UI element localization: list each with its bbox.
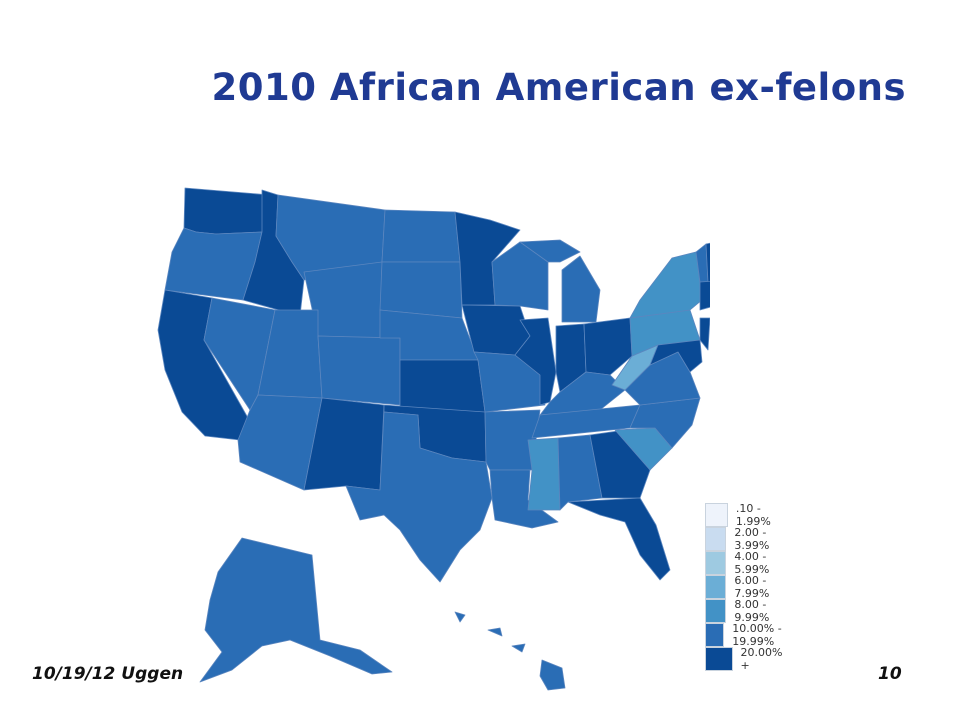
state-illinois xyxy=(514,317,557,406)
state-kansas xyxy=(399,359,486,413)
state-new-york xyxy=(629,251,703,319)
legend-swatch xyxy=(705,599,727,623)
legend-swatch xyxy=(705,527,727,551)
state-texas xyxy=(345,411,493,583)
legend-swatch xyxy=(705,623,725,647)
state-mississippi xyxy=(527,437,561,511)
state-north-dakota xyxy=(381,209,461,263)
state-louisiana xyxy=(489,469,559,529)
state-colorado xyxy=(317,335,401,406)
legend-swatch xyxy=(705,503,728,527)
legend-item: 10.00% - 19.99% xyxy=(705,622,787,648)
state-ohio xyxy=(583,317,633,376)
state-new-jersey xyxy=(699,317,710,351)
legend-item: 8.00 - 9.99% xyxy=(705,598,780,624)
legend-item: 6.00 - 7.99% xyxy=(705,574,780,600)
legend-swatch xyxy=(705,647,733,671)
slide-number: 10 xyxy=(878,664,902,684)
legend-label: 4.00 - 5.99% xyxy=(734,550,770,576)
state-michigan xyxy=(519,239,601,323)
state-alabama xyxy=(557,434,603,511)
legend-item: 2.00 - 3.99% xyxy=(705,526,780,552)
legend-label: 6.00 - 7.99% xyxy=(734,574,770,600)
legend-swatch xyxy=(705,551,727,575)
footer-date-author: 10/19/12 Uggen xyxy=(32,664,184,684)
state-south-dakota xyxy=(379,261,463,319)
legend-item: 4.00 - 5.99% xyxy=(705,550,780,576)
state-massachusetts-connecticut xyxy=(699,281,710,311)
us-choropleth-map xyxy=(157,187,710,691)
state-florida xyxy=(567,497,671,581)
legend-swatch xyxy=(705,575,727,599)
state-hawaii xyxy=(454,611,566,691)
legend-item: 20.00% + xyxy=(705,646,787,672)
legend-label: .10 - 1.99% xyxy=(735,502,771,528)
legend-label: 10.00% - 19.99% xyxy=(732,622,782,648)
state-washington xyxy=(183,187,271,235)
legend-label: 20.00% + xyxy=(740,646,783,672)
state-alaska xyxy=(199,537,393,683)
legend-label: 8.00 - 9.99% xyxy=(734,598,770,624)
state-new-hampshire xyxy=(705,242,710,283)
legend-item: .10 - 1.99% xyxy=(705,502,780,528)
legend-label: 2.00 - 3.99% xyxy=(734,526,770,552)
slide-title: 2010 African American ex-felons xyxy=(211,66,906,109)
